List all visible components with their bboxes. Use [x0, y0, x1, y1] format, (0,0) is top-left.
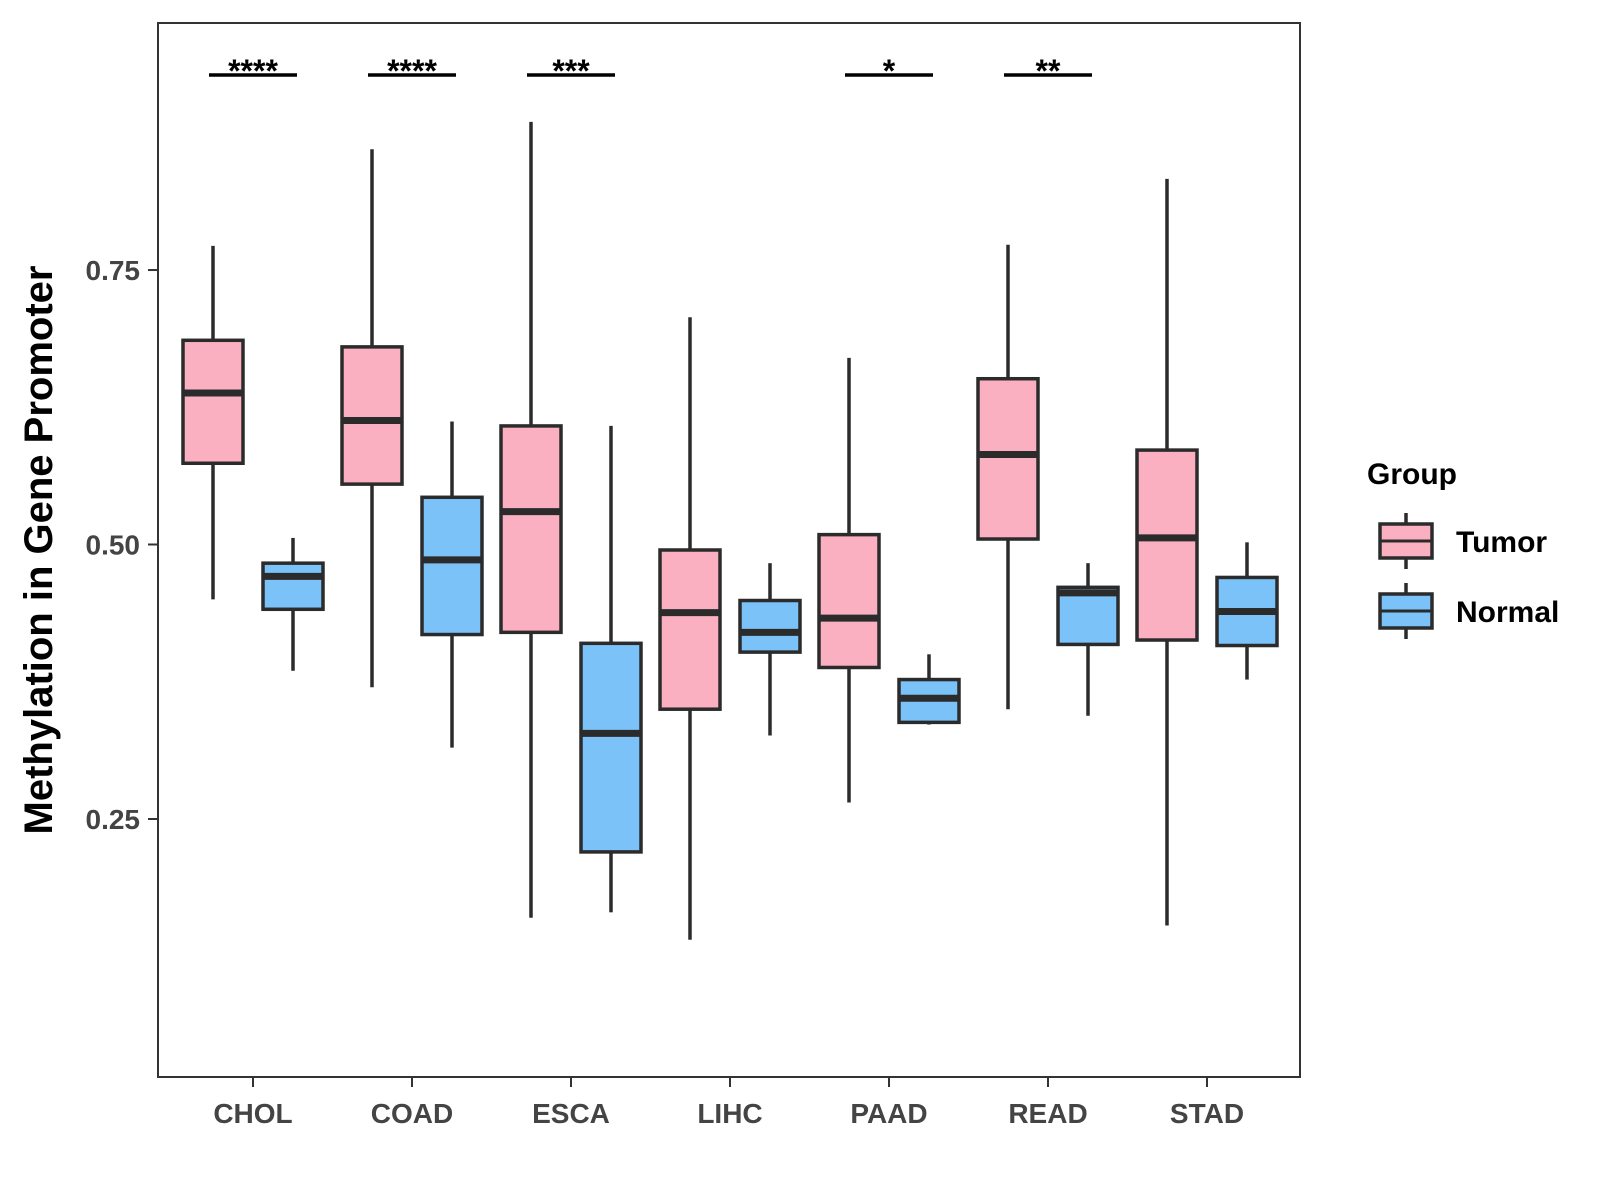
significance-annotations: **** **** *** * ** [209, 53, 1092, 89]
box-body [261, 561, 325, 612]
box-body [817, 532, 881, 670]
box-tumor-paad [817, 357, 881, 803]
significance-read: ** [1004, 53, 1092, 89]
box-body [658, 548, 722, 711]
legend: Group Tumor Normal [1367, 458, 1559, 639]
significance-chol: **** [209, 53, 297, 89]
box-normal-paad [897, 654, 961, 725]
box-body [420, 495, 484, 637]
box-body [1135, 448, 1199, 642]
box-body [579, 641, 643, 854]
significance-label: **** [387, 53, 437, 89]
box-body [976, 376, 1040, 541]
significance-label: ** [1036, 53, 1061, 89]
significance-label: **** [228, 53, 278, 89]
x-tick-label: PAAD [850, 1098, 927, 1129]
significance-label: *** [552, 53, 590, 89]
box-tumor-chol [181, 245, 245, 600]
box-body [340, 345, 404, 486]
box-normal-stad [1215, 542, 1279, 680]
box-body [181, 338, 245, 466]
box-tumor-read [976, 244, 1040, 710]
box-tumor-esca [499, 121, 563, 918]
x-tick-label: READ [1008, 1098, 1087, 1129]
box-body [499, 424, 563, 635]
x-tick-label: STAD [1170, 1098, 1244, 1129]
legend-key-normal [1378, 583, 1434, 639]
x-axis: CHOL COAD ESCA LIHC PAAD READ STAD [213, 1077, 1244, 1129]
legend-key-tumor [1378, 513, 1434, 569]
significance-label: * [883, 53, 896, 89]
x-tick-label: LIHC [697, 1098, 762, 1129]
box-body [738, 598, 802, 654]
y-axis: 0.25 0.50 0.75 [86, 255, 158, 835]
box-tumor-coad [340, 149, 404, 688]
x-tick-label: ESCA [532, 1098, 610, 1129]
legend-item-normal: Normal [1378, 583, 1559, 639]
significance-esca: *** [527, 53, 615, 89]
plot-panel [157, 22, 1301, 1078]
significance-paad: * [845, 53, 933, 89]
y-tick-label: 0.25 [86, 804, 141, 835]
x-tick-label: COAD [371, 1098, 453, 1129]
legend-label: Tumor [1456, 526, 1547, 559]
box-tumor-lihc [658, 317, 722, 940]
legend-item-tumor: Tumor [1378, 513, 1547, 569]
legend-title: Group [1367, 458, 1457, 491]
box-tumor-stad [1135, 178, 1199, 926]
legend-label: Normal [1456, 596, 1559, 629]
box-body [1056, 585, 1120, 647]
box-normal-coad [420, 421, 484, 748]
box-normal-chol [261, 537, 325, 671]
x-tick-label: CHOL [213, 1098, 292, 1129]
significance-coad: **** [368, 53, 456, 89]
chart-marks [181, 121, 1279, 940]
box-normal-lihc [738, 563, 802, 736]
y-axis-title: Methylation in Gene Promoter [17, 266, 61, 835]
box-normal-read [1056, 563, 1120, 716]
y-tick-label: 0.50 [86, 530, 141, 561]
box-normal-esca [579, 425, 643, 913]
y-tick-label: 0.75 [86, 255, 141, 286]
